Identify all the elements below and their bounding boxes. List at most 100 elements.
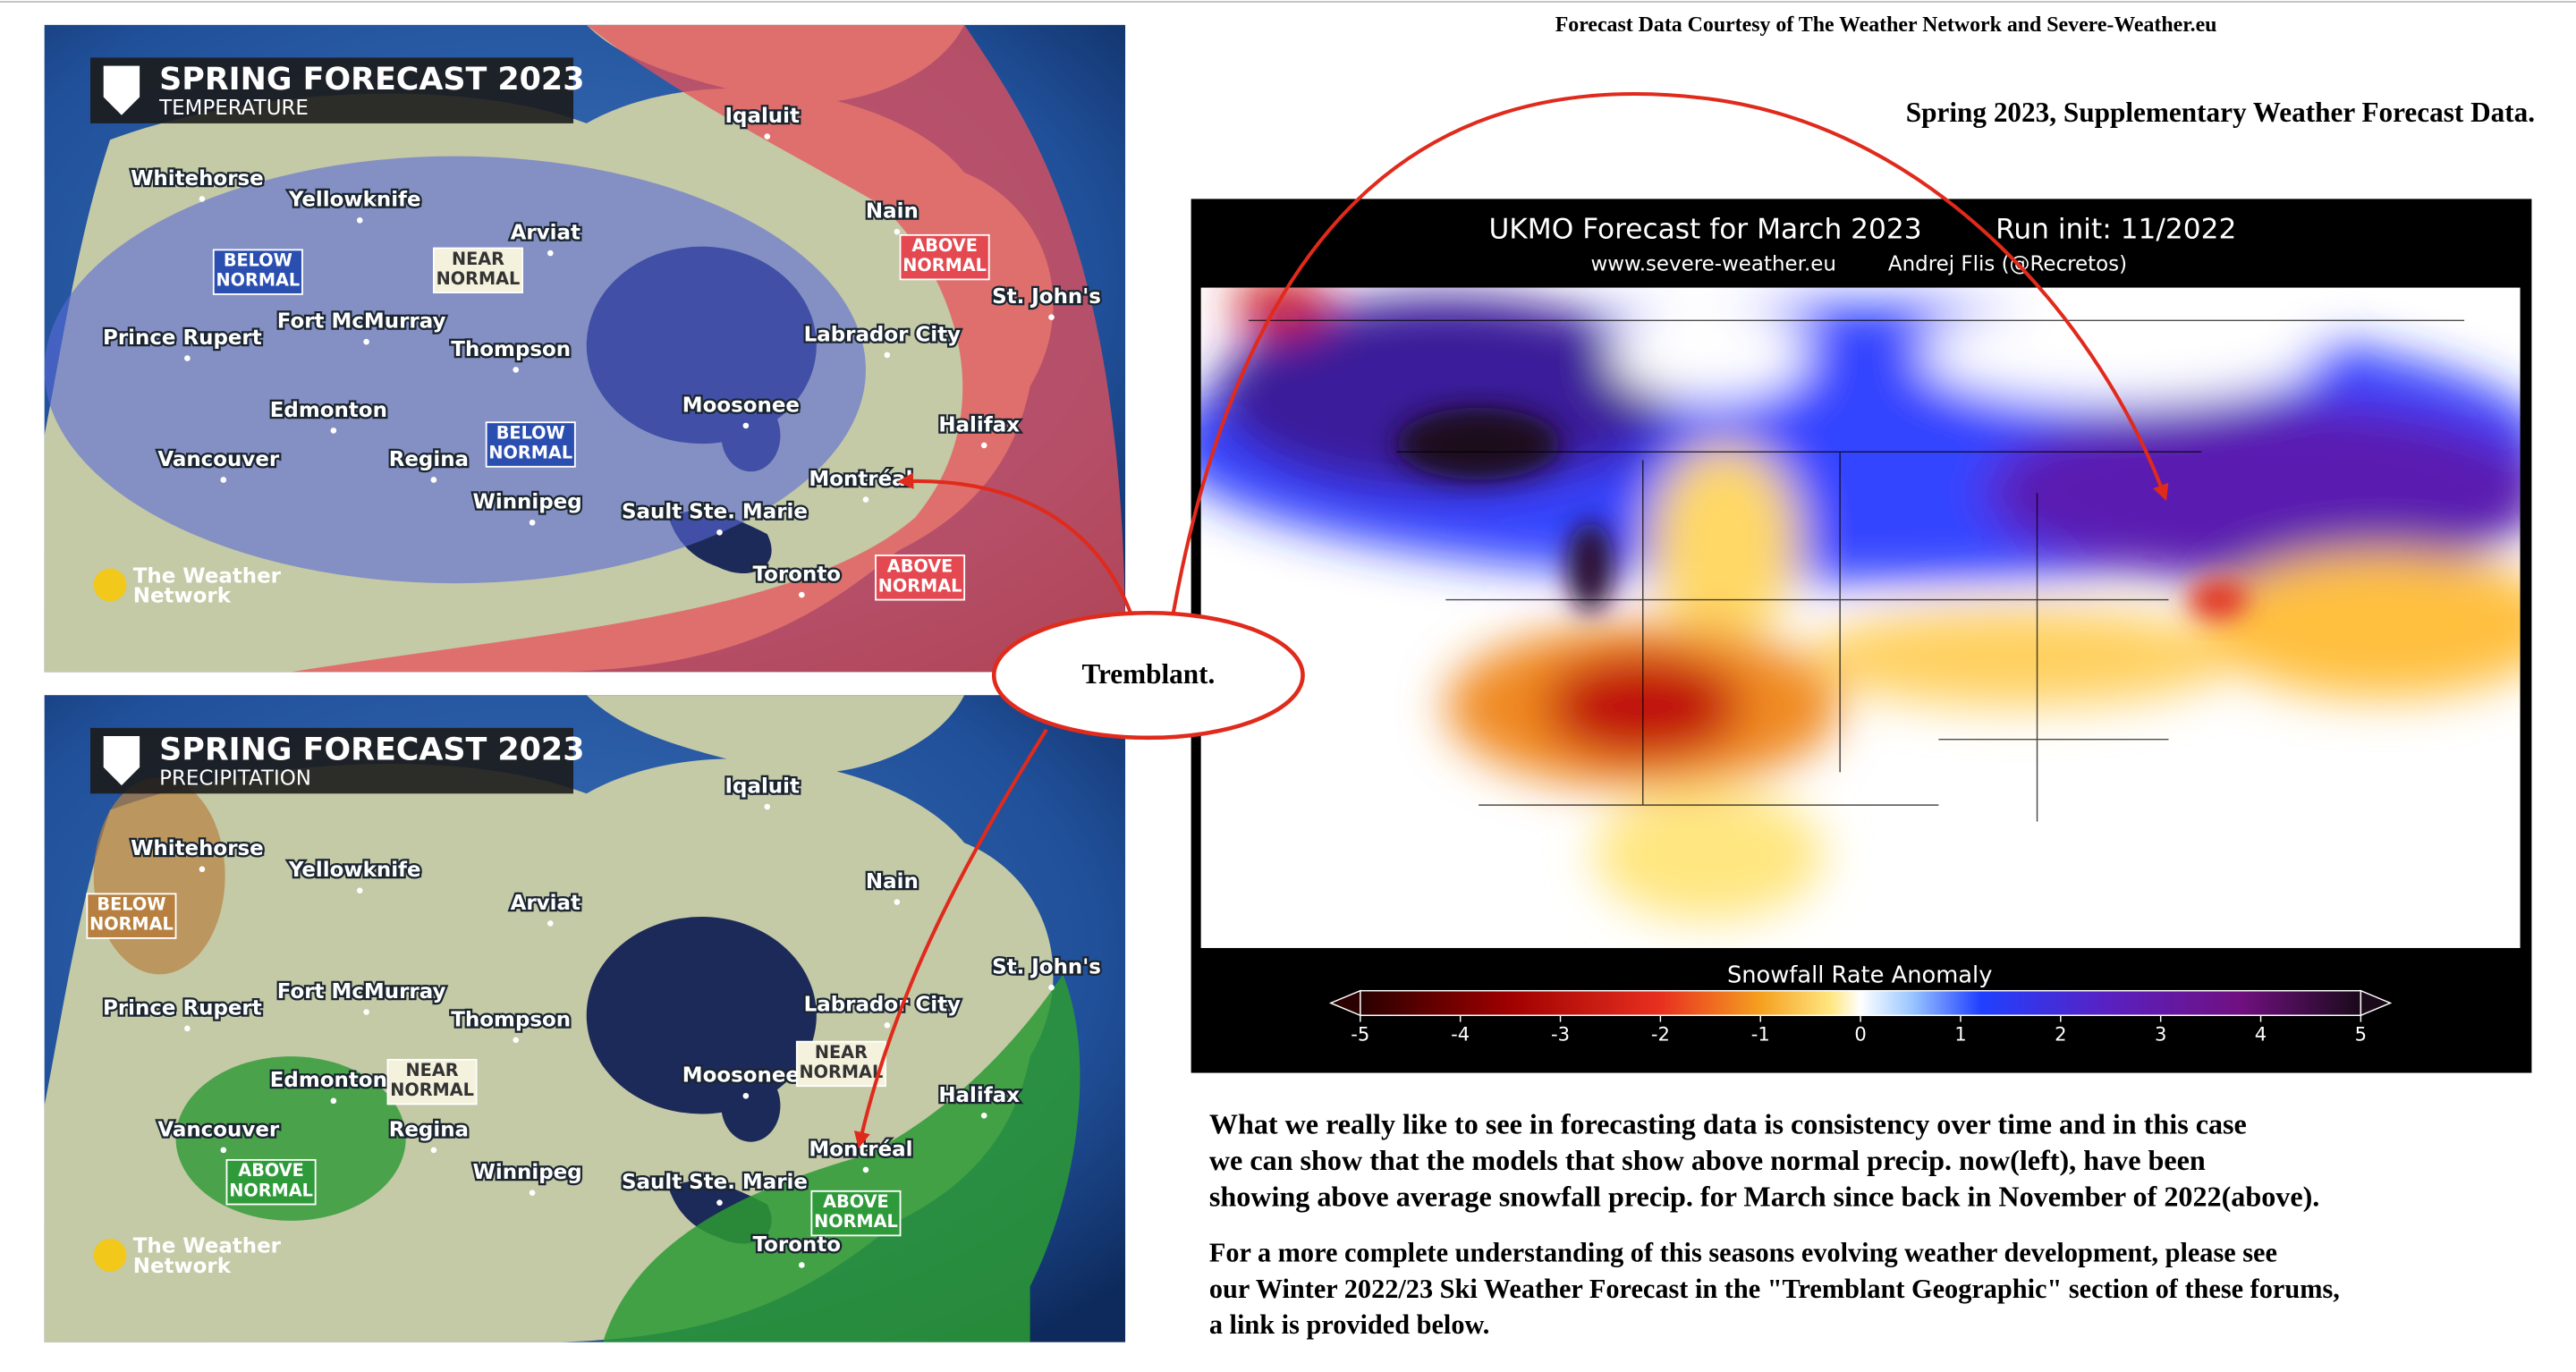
region-box <box>225 1158 317 1206</box>
city-label: Labrador City <box>804 323 961 346</box>
city-label: Nain <box>866 200 919 224</box>
city-label: Nain <box>866 870 919 893</box>
city-label: Montréal <box>809 468 912 491</box>
paragraph-line: showing above average snowfall precip. f… <box>1209 1180 2320 1212</box>
city-dot <box>356 887 363 893</box>
city-label: Iqaluit <box>725 105 800 128</box>
city-label: Labrador City <box>804 994 961 1017</box>
above-normal-east <box>603 974 1080 1342</box>
map-subtitle: PRECIPITATION <box>159 766 311 790</box>
logo-mark <box>103 65 140 115</box>
city-label: Arviat <box>511 892 580 915</box>
james-bay <box>721 1069 781 1142</box>
region-label: NEAR <box>815 1042 868 1063</box>
region-label: NEAR <box>452 249 504 269</box>
colorbar-low-extend <box>1328 989 1361 1017</box>
city-dot <box>1048 314 1055 320</box>
ukmo-panel: UKMO Forecast for March 2023 Run init: 1… <box>1191 199 2532 1073</box>
city-dot <box>764 803 771 810</box>
city-dot <box>716 1199 723 1206</box>
city-dot <box>547 250 554 257</box>
city-dot <box>1048 984 1055 991</box>
city-dot <box>884 1021 891 1029</box>
arrow-to-precipitation-map <box>853 728 1048 1148</box>
region-label: NORMAL <box>89 914 174 935</box>
city-dot <box>980 442 987 449</box>
city-label: Winnipeg <box>473 1161 582 1184</box>
city-label: Prince Rupert <box>103 326 262 350</box>
ukmo-author: Andrej Flis (@Recretos) <box>1888 252 2127 275</box>
colorbar-high-extend <box>2360 989 2393 1017</box>
city-dot <box>862 496 869 503</box>
colorbar-title: Snowfall Rate Anomaly <box>1727 962 1992 989</box>
city-label: Whitehorse <box>131 837 264 860</box>
city-label: St. John's <box>992 956 1101 979</box>
city-dot <box>742 1092 750 1099</box>
arrow-to-temperature-map <box>896 472 1136 622</box>
region-label: NORMAL <box>229 1180 313 1200</box>
header-box <box>90 57 574 123</box>
arrow-to-ukmo <box>1171 91 2169 615</box>
city-label: Fort McMurray <box>277 310 446 334</box>
hudson-bay <box>586 917 817 1114</box>
paragraph-line: we can show that the models that show ab… <box>1209 1144 2206 1176</box>
city-label: Vancouver <box>157 1118 279 1141</box>
region-box <box>795 1040 886 1088</box>
city-dot <box>513 367 520 373</box>
city-dot <box>363 338 369 345</box>
city-dot <box>894 228 901 235</box>
paragraph-line: a link is provided below. <box>1209 1309 1489 1340</box>
header-box <box>90 727 574 794</box>
city-label: Sault Ste. Marie <box>622 501 808 524</box>
logo-icon <box>93 1239 127 1272</box>
city-label: Toronto <box>753 1233 841 1257</box>
city-dot <box>547 920 554 927</box>
city-label: Arviat <box>511 221 580 244</box>
paragraph-line: What we really like to see in forecastin… <box>1209 1108 2247 1140</box>
map-title: SPRING FORECAST 2023 <box>159 733 584 768</box>
city-dot <box>430 1147 437 1154</box>
region-label: NORMAL <box>216 270 301 291</box>
colorbar <box>1360 989 2362 1016</box>
anomaly-field <box>1200 287 2521 920</box>
region-box <box>810 1190 902 1237</box>
logo-text: The Weather <box>133 1235 282 1258</box>
city-label: Edmonton <box>270 399 387 422</box>
region-label: NORMAL <box>878 575 962 596</box>
city-dot <box>199 196 206 202</box>
city-label: Iqaluit <box>725 775 800 798</box>
city-dot <box>220 1147 227 1154</box>
paragraph-line: For a more complete understanding of thi… <box>1209 1237 2277 1267</box>
city-label: Yellowknife <box>288 859 421 882</box>
colorbar-tick-label: 4 <box>2255 1022 2267 1045</box>
city-label: Toronto <box>753 563 841 587</box>
logo-text: The Weather <box>133 564 282 588</box>
colorbar-tick-label: 0 <box>1854 1022 1866 1045</box>
below-normal-northwest <box>93 776 225 975</box>
city-label: Thompson <box>451 338 571 361</box>
map-title: SPRING FORECAST 2023 <box>159 62 584 97</box>
colorbar-tick-label: -3 <box>1551 1022 1570 1045</box>
city-label: Vancouver <box>157 448 279 471</box>
region-label: ABOVE <box>911 235 978 256</box>
region-box <box>432 247 523 294</box>
city-dot <box>529 1190 536 1196</box>
region-box <box>485 421 576 468</box>
callout-text: Tremblant. <box>1081 658 1215 690</box>
city-label: Regina <box>389 1118 469 1141</box>
city-dot <box>220 477 227 483</box>
paragraph-line: our Winter 2022/23 Ski Weather Forecast … <box>1209 1274 2340 1304</box>
region-box <box>875 555 966 601</box>
region-label: NORMAL <box>800 1062 884 1082</box>
callout-bubble <box>991 610 1305 741</box>
region-label: BELOW <box>97 894 165 915</box>
city-dot <box>799 1262 805 1268</box>
region-label: BELOW <box>224 250 292 271</box>
map-subtitle: TEMPERATURE <box>158 97 309 120</box>
city-dot <box>980 1113 987 1119</box>
city-label: Edmonton <box>270 1069 387 1092</box>
region-label: NORMAL <box>902 255 987 275</box>
